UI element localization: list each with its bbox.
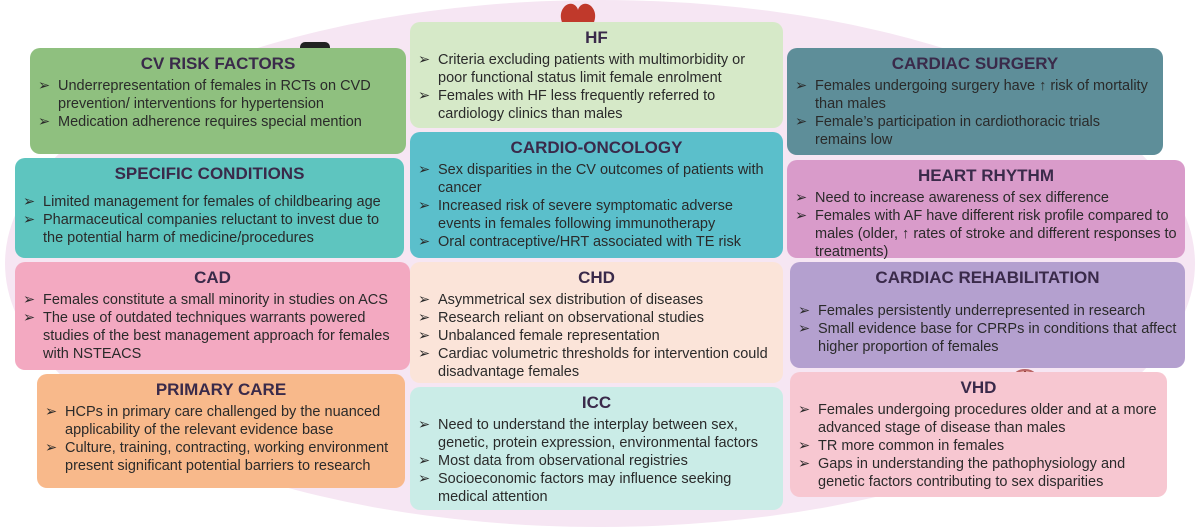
topic-item: Oral contraceptive/HRT associated with T… <box>418 233 775 251</box>
topic-title: VHD <box>960 378 997 397</box>
topic-list: Asymmetrical sex distribution of disease… <box>418 291 775 381</box>
topic-list: Females constitute a small minority in s… <box>23 291 402 363</box>
topic-item: Limited management for females of childb… <box>23 193 396 211</box>
topic-item: TR more common in females <box>798 437 1159 455</box>
topic-item: Culture, training, contracting, working … <box>45 439 397 475</box>
topic-title: SPECIFIC CONDITIONS <box>114 164 305 183</box>
topic-item: Socioeconomic factors may influence seek… <box>418 470 775 506</box>
topic-title: HEART RHYTHM <box>918 166 1054 185</box>
topic-box: CHD Asymmetrical sex distribution of dise… <box>410 262 783 383</box>
topic-title: HF <box>585 28 608 47</box>
topic-list: Criteria excluding patients with multimo… <box>418 51 775 123</box>
topic-item: Need to increase awareness of sex differ… <box>795 189 1177 207</box>
topic-item: Asymmetrical sex distribution of disease… <box>418 291 775 309</box>
topic-item: Need to understand the interplay between… <box>418 416 775 452</box>
topic-list: Limited management for females of childb… <box>23 193 396 247</box>
topic-box: CAD Females constitute a small minority i… <box>15 262 410 370</box>
topic-item: Pharmaceutical companies reluctant to in… <box>23 211 396 247</box>
topic-item: Research reliant on observational studie… <box>418 309 775 327</box>
topic-title: ICC <box>581 393 612 412</box>
topic-list: Need to understand the interplay between… <box>418 416 775 506</box>
topic-box: HF Criteria excluding patients with multi… <box>410 22 783 128</box>
topic-list: Females persistently underrepresented in… <box>798 302 1177 356</box>
topic-item: Sex disparities in the CV outcomes of pa… <box>418 161 775 197</box>
topic-box: SPECIFIC CONDITIONS Limited management fo… <box>15 158 404 258</box>
topic-item: Unbalanced female representation <box>418 327 775 345</box>
topic-item: Gaps in understanding the pathophysiolog… <box>798 455 1159 491</box>
topic-list: Females undergoing surgery have ↑ risk o… <box>795 77 1155 149</box>
topic-item: Female’s participation in cardiothoracic… <box>795 113 1155 149</box>
topic-box: CARDIO-ONCOLOGY Sex disparities in the CV… <box>410 132 783 258</box>
topic-title: CAD <box>194 268 231 287</box>
topic-title: CARDIAC REHABILITATION <box>875 268 1100 287</box>
topic-title: CV RISK FACTORS <box>140 54 296 73</box>
topic-title: CARDIAC SURGERY <box>891 54 1059 73</box>
topic-item: Underrepresentation of females in RCTs o… <box>38 77 398 113</box>
topic-list: HCPs in primary care challenged by the n… <box>45 403 397 475</box>
topic-item: Females persistently underrepresented in… <box>798 302 1177 320</box>
topic-box: VHD Females undergoing procedures older a… <box>790 372 1167 497</box>
topic-box: CARDIAC SURGERY Females undergoing surger… <box>787 48 1163 155</box>
topic-box: PRIMARY CARE HCPs in primary care challen… <box>37 374 405 488</box>
topic-title: CHD <box>578 268 615 287</box>
topic-box: ICC Need to understand the interplay betw… <box>410 387 783 510</box>
topic-item: Females with AF have different risk prof… <box>795 207 1177 261</box>
topic-box: CARDIAC REHABILITATION Females persistent… <box>790 262 1185 368</box>
topic-item: Females undergoing procedures older and … <box>798 401 1159 437</box>
topic-list: Underrepresentation of females in RCTs o… <box>38 77 398 131</box>
topic-title: PRIMARY CARE <box>155 380 287 399</box>
topic-item: Females with HF less frequently referred… <box>418 87 775 123</box>
topic-item: HCPs in primary care challenged by the n… <box>45 403 397 439</box>
topic-title: CARDIO-ONCOLOGY <box>510 138 683 157</box>
topic-box: HEART RHYTHM Need to increase awareness o… <box>787 160 1185 261</box>
topic-item: The use of outdated techniques warrants … <box>23 309 402 363</box>
topic-item: Increased risk of severe symptomatic adv… <box>418 197 775 233</box>
topic-item: Most data from observational registries <box>418 452 775 470</box>
topic-item: Criteria excluding patients with multimo… <box>418 51 775 87</box>
topic-item: Cardiac volumetric thresholds for interv… <box>418 345 775 381</box>
topic-item: Small evidence base for CPRPs in conditi… <box>798 320 1177 356</box>
topic-item: Females constitute a small minority in s… <box>23 291 402 309</box>
topic-box: CV RISK FACTORS Underrepresentation of fe… <box>30 48 406 154</box>
topic-item: Females undergoing surgery have ↑ risk o… <box>795 77 1155 113</box>
topic-item: Medication adherence requires special me… <box>38 113 398 131</box>
topic-list: Sex disparities in the CV outcomes of pa… <box>418 161 775 251</box>
topic-list: Females undergoing procedures older and … <box>798 401 1159 491</box>
topic-list: Need to increase awareness of sex differ… <box>795 189 1177 261</box>
